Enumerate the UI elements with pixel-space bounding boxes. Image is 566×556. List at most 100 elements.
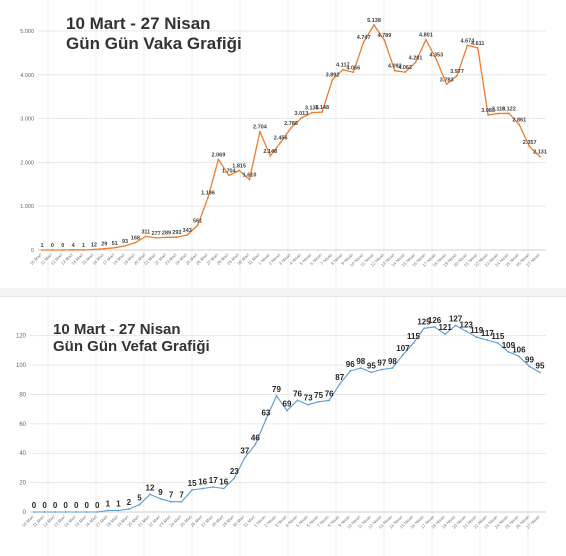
deaths-data-label: 98 (388, 357, 397, 366)
deaths-data-point (349, 370, 352, 372)
cases-data-label: 3.116 (492, 107, 505, 113)
cases-data-label: 29 (101, 242, 107, 248)
deaths-data-point (106, 509, 109, 512)
deaths-data-label: 46 (251, 433, 260, 442)
cases-data-point (269, 155, 272, 157)
cases-data-point (134, 241, 137, 244)
deaths-data-point (454, 324, 457, 327)
cases-data-label: 1.610 (243, 172, 257, 178)
deaths-data-point (359, 367, 362, 369)
cases-data-point (393, 69, 396, 72)
deaths-data-label: 0 (84, 501, 89, 510)
deaths-data-label: 106 (512, 345, 526, 354)
deaths-data-point (233, 477, 236, 480)
deaths-data-label: 12 (146, 483, 155, 492)
cases-data-label: 289 (162, 230, 171, 236)
cases-data-point (61, 249, 64, 251)
cases-data-point (290, 127, 292, 129)
deaths-data-label: 7 (179, 491, 184, 500)
deaths-data-label: 16 (198, 477, 207, 486)
cases-data-label: 4.281 (409, 55, 423, 61)
deaths-data-point (391, 367, 394, 369)
cases-data-label: 3.083 (481, 108, 495, 114)
deaths-data-point (96, 511, 99, 513)
cases-data-point (207, 196, 209, 199)
deaths-data-label: 1 (106, 500, 111, 509)
cases-data-point (456, 74, 458, 77)
deaths-y-tick-label: 120 (16, 334, 27, 340)
deaths-data-label: 125 (417, 317, 431, 326)
deaths-y-tick-label: 60 (19, 422, 26, 428)
deaths-data-point (33, 511, 35, 513)
cases-data-label: 3.977 (450, 69, 464, 75)
cases-data-point (217, 158, 220, 161)
deaths-data-label: 127 (449, 314, 463, 323)
deaths-data-label: 115 (407, 332, 420, 341)
cases-data-point (310, 111, 313, 114)
cases-data-label: 4.093 (388, 64, 402, 70)
deaths-data-label: 107 (396, 344, 410, 353)
cases-data-label: 277 (152, 231, 161, 237)
deaths-data-label: 123 (460, 320, 474, 329)
cases-data-label: 168 (131, 236, 140, 242)
deaths-y-tick-label: 100 (16, 363, 27, 369)
deaths-data-point (275, 395, 278, 397)
deaths-data-point (370, 371, 373, 374)
cases-data-point (196, 224, 199, 227)
deaths-data-point (212, 486, 215, 488)
cases-data-label: 311 (141, 229, 150, 235)
cases-data-label: 1.815 (232, 164, 246, 170)
cases-data-point (445, 83, 448, 86)
deaths-data-label: 109 (502, 341, 516, 350)
deaths-data-label: 119 (470, 326, 483, 335)
cases-y-tick-label: 5.000 (20, 29, 34, 35)
deaths-data-label: 115 (491, 332, 504, 341)
cases-data-label: 3.135 (305, 106, 319, 112)
cases-data-point (528, 145, 531, 148)
deaths-data-label: 15 (188, 479, 197, 488)
cases-title-line-1: 10 Mart - 27 Nisan (66, 14, 211, 33)
cases-data-point (51, 249, 54, 251)
deaths-data-label: 97 (377, 358, 386, 367)
cases-data-point (466, 44, 469, 47)
cases-data-point (124, 245, 126, 247)
cases-chart-title: 10 Mart - 27 Nisan Gün Gün Vaka Grafiği (66, 14, 242, 53)
deaths-data-point (444, 333, 447, 336)
deaths-data-label: 17 (209, 476, 218, 485)
cases-data-point (539, 155, 541, 158)
deaths-y-tick-label: 80 (19, 392, 26, 398)
deaths-data-label: 0 (74, 501, 79, 510)
cases-data-label: 561 (193, 218, 202, 224)
deaths-data-label: 5 (137, 494, 142, 503)
cases-data-label: 2.861 (512, 118, 526, 124)
deaths-data-point (475, 336, 478, 339)
cases-data-point (92, 248, 95, 251)
deaths-data-point (75, 511, 78, 513)
cases-data-label: 93 (122, 239, 128, 245)
cases-data-point (518, 123, 521, 126)
deaths-data-label: 69 (283, 400, 292, 409)
cases-data-point (414, 61, 417, 64)
cases-data-point (165, 236, 168, 239)
cases-data-point (435, 58, 438, 61)
deaths-data-point (328, 399, 331, 402)
deaths-data-point (138, 503, 141, 506)
deaths-data-label: 95 (536, 361, 545, 370)
deaths-data-point (317, 400, 320, 403)
cases-data-point (404, 71, 407, 73)
cases-y-tick-label: 2.000 (20, 160, 34, 166)
deaths-data-label: 1 (116, 500, 121, 509)
cases-data-label: 3.783 (440, 77, 454, 83)
cases-data-label: 4.789 (377, 33, 391, 39)
cases-y-tick-label: 4.000 (20, 73, 34, 79)
cases-data-label: 4.062 (398, 65, 412, 71)
deaths-data-point (412, 342, 415, 344)
deaths-data-point (380, 368, 383, 371)
cases-data-label: 3.892 (326, 73, 340, 79)
cases-data-label: 4.056 (346, 65, 360, 71)
deaths-data-point (286, 409, 288, 412)
cases-data-label: 1 (40, 243, 43, 249)
cases-y-tick-label: 1.000 (20, 204, 34, 210)
deaths-data-point (307, 403, 309, 406)
cases-data-point (362, 41, 365, 43)
